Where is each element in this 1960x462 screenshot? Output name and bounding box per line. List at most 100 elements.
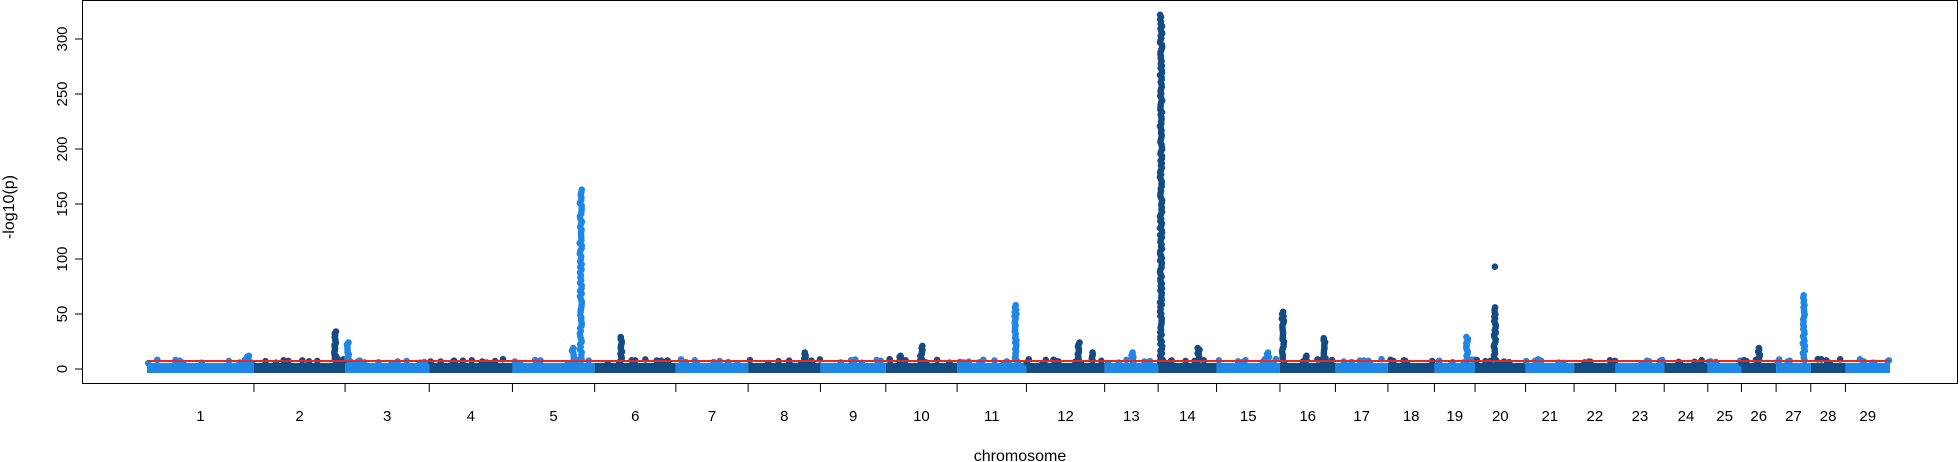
snp-point bbox=[1089, 349, 1096, 356]
x-tick-label-chr-7: 7 bbox=[708, 408, 716, 425]
snp-point bbox=[1279, 308, 1287, 316]
snp-point bbox=[332, 328, 340, 335]
snp-point bbox=[375, 358, 382, 366]
x-tick-label-chr-2: 2 bbox=[295, 408, 303, 425]
x-tick-label-chr-18: 18 bbox=[1403, 408, 1420, 425]
x-tick-label-chr-12: 12 bbox=[1057, 408, 1074, 425]
chromosome-band-28 bbox=[1810, 362, 1846, 373]
x-tick-label-chr-15: 15 bbox=[1240, 408, 1257, 425]
y-tick-label: 200 bbox=[54, 136, 71, 161]
chromosome-band-2 bbox=[253, 362, 346, 373]
x-tick-label-chr-26: 26 bbox=[1750, 408, 1767, 425]
chromosome-band-3 bbox=[345, 362, 430, 373]
snp-point bbox=[1491, 304, 1499, 311]
snp-point bbox=[979, 356, 987, 364]
snp-point bbox=[617, 333, 625, 341]
chromosome-band-15 bbox=[1216, 362, 1280, 373]
snp-point bbox=[1012, 301, 1020, 309]
y-tick-label: 100 bbox=[54, 246, 71, 271]
chromosome-band-25 bbox=[1707, 362, 1742, 373]
y-tick-label: 150 bbox=[54, 191, 71, 216]
chromosome-band-9 bbox=[820, 362, 886, 373]
chromosome-band-24 bbox=[1664, 362, 1708, 373]
snp-point bbox=[1800, 292, 1807, 299]
snp-point bbox=[1156, 11, 1164, 19]
snp-point bbox=[919, 342, 926, 350]
x-tick-label-chr-1: 1 bbox=[196, 408, 204, 425]
chromosome-band-10 bbox=[885, 362, 958, 373]
chromosome-band-16 bbox=[1279, 362, 1336, 373]
snp-point bbox=[345, 339, 352, 346]
x-tick-label-chr-25: 25 bbox=[1716, 408, 1733, 425]
snp-point bbox=[1194, 344, 1202, 352]
chromosome-band-6 bbox=[594, 362, 676, 373]
x-tick-label-chr-21: 21 bbox=[1541, 408, 1558, 425]
x-tick-label-chr-22: 22 bbox=[1587, 408, 1604, 425]
y-tick-label: 0 bbox=[54, 365, 71, 373]
x-tick-label-chr-4: 4 bbox=[467, 408, 475, 425]
x-tick-label-chr-29: 29 bbox=[1859, 408, 1876, 425]
x-tick-label-chr-11: 11 bbox=[984, 408, 1000, 425]
snp-point bbox=[1675, 358, 1682, 366]
x-tick-label-chr-8: 8 bbox=[780, 408, 788, 425]
chromosome-band-11 bbox=[957, 362, 1027, 373]
snp-point bbox=[1320, 334, 1328, 342]
snp-point bbox=[1303, 352, 1310, 360]
chromosome-band-22 bbox=[1574, 362, 1616, 373]
chromosome-band-19 bbox=[1434, 362, 1476, 373]
snp-point bbox=[578, 186, 586, 193]
x-tick-label-chr-27: 27 bbox=[1785, 408, 1802, 425]
x-axis-title: chromosome bbox=[974, 448, 1067, 462]
chromosome-band-8 bbox=[748, 362, 821, 373]
x-tick-label-chr-20: 20 bbox=[1492, 408, 1509, 425]
chromosome-band-18 bbox=[1387, 362, 1435, 373]
x-tick-label-chr-28: 28 bbox=[1820, 408, 1837, 425]
x-tick-label-chr-19: 19 bbox=[1446, 408, 1463, 425]
x-tick-label-chr-6: 6 bbox=[631, 408, 639, 425]
chromosome-band-1 bbox=[147, 362, 254, 373]
chromosome-band-13 bbox=[1104, 362, 1159, 373]
x-tick-label-chr-23: 23 bbox=[1632, 408, 1649, 425]
chromosome-band-17 bbox=[1335, 362, 1388, 373]
snp-point bbox=[1505, 358, 1513, 366]
snp-point bbox=[1491, 263, 1499, 271]
x-tick-label-chr-13: 13 bbox=[1123, 408, 1140, 425]
snp-point bbox=[1387, 356, 1394, 364]
snp-point bbox=[1264, 349, 1272, 356]
x-tick-label-chr-17: 17 bbox=[1353, 408, 1370, 425]
snp-point bbox=[245, 352, 253, 360]
snp-point bbox=[1755, 344, 1763, 352]
chromosome-band-5 bbox=[512, 362, 595, 373]
x-tick-label-chr-3: 3 bbox=[383, 408, 391, 425]
x-tick-label-chr-9: 9 bbox=[849, 408, 857, 425]
chromosome-band-21 bbox=[1525, 362, 1575, 373]
x-tick-label-chr-10: 10 bbox=[913, 408, 930, 425]
snp-point bbox=[154, 356, 161, 364]
snp-point bbox=[1348, 358, 1355, 366]
chromosome-band-14 bbox=[1158, 362, 1217, 373]
chromosome-band-7 bbox=[675, 362, 749, 373]
snp-point bbox=[710, 358, 717, 366]
chromosome-band-4 bbox=[429, 362, 513, 373]
y-axis-title: -log10(p) bbox=[1, 175, 18, 239]
chromosome-band-26 bbox=[1741, 362, 1777, 373]
y-tick-label: 250 bbox=[54, 81, 71, 106]
plot-area bbox=[144, 11, 1893, 373]
snp-point bbox=[1435, 358, 1443, 366]
y-tick-label: 50 bbox=[54, 306, 71, 323]
x-tick-label-chr-5: 5 bbox=[549, 408, 557, 425]
snp-point bbox=[801, 349, 809, 356]
y-tick-label: 300 bbox=[54, 26, 71, 51]
chromosome-band-27 bbox=[1776, 362, 1811, 373]
snp-point bbox=[1463, 333, 1470, 341]
chromosome-band-12 bbox=[1026, 362, 1105, 373]
x-tick-label-chr-16: 16 bbox=[1299, 408, 1316, 425]
chromosome-band-29 bbox=[1845, 362, 1890, 373]
snp-point bbox=[897, 352, 904, 360]
snp-point bbox=[1129, 349, 1136, 356]
snp-point bbox=[933, 356, 941, 364]
snp-point bbox=[570, 344, 577, 352]
chromosome-band-23 bbox=[1615, 362, 1665, 373]
